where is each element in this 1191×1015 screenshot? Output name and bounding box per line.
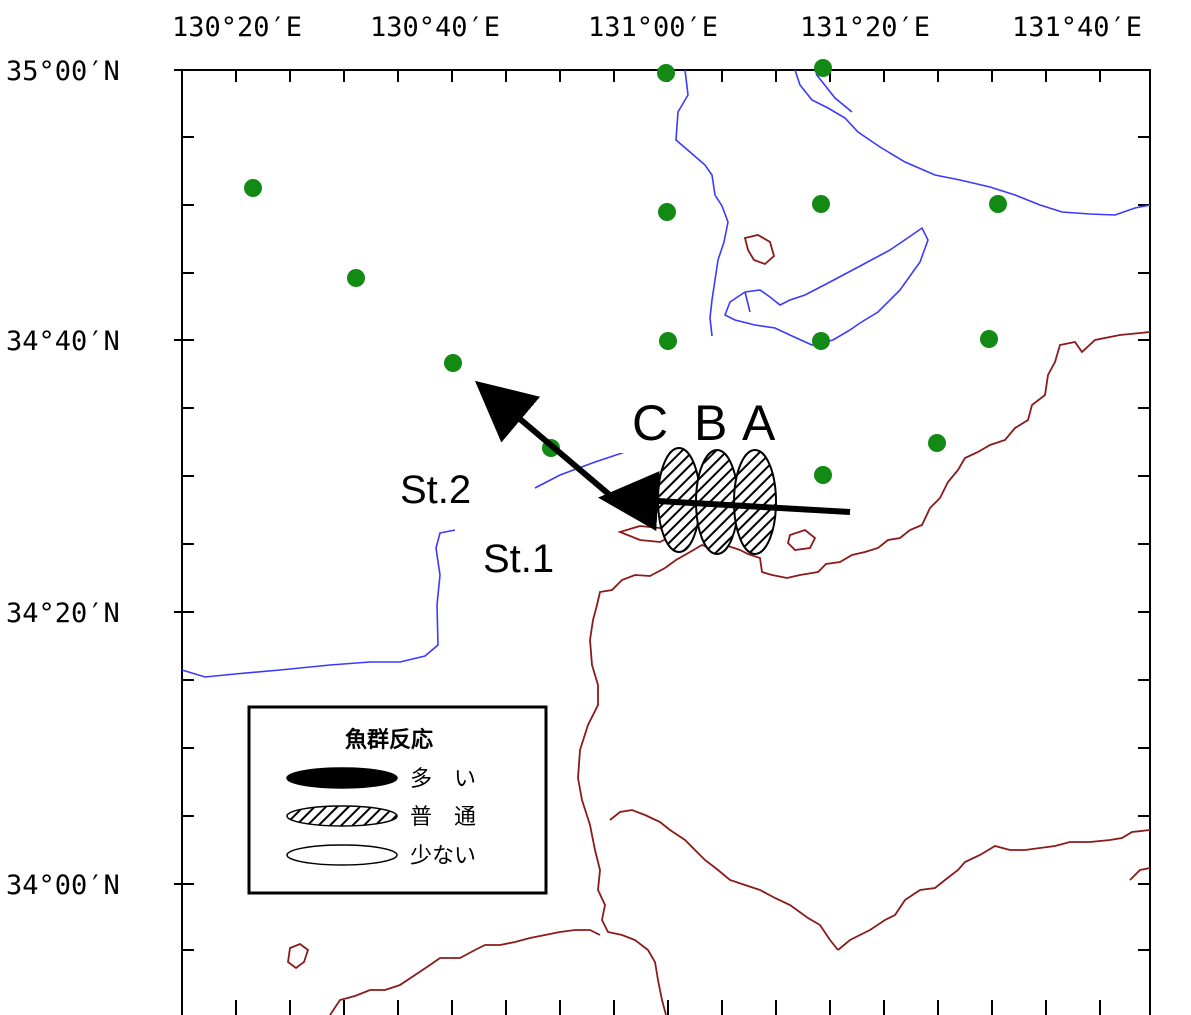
lon-label-131-40: 131°40′E (1012, 12, 1142, 43)
station-dot (814, 59, 832, 77)
lon-label-131-00: 131°00′E (588, 12, 718, 43)
coastline-far-east (1129, 867, 1151, 881)
legend-box (247, 705, 548, 895)
legend-label-many: 多 い (410, 767, 476, 792)
island-small-3 (787, 528, 817, 551)
fish-school-a (733, 449, 777, 555)
station-label-st2: St.2 (400, 468, 471, 512)
station-dot (347, 269, 365, 287)
station-dot (659, 332, 677, 350)
label-bg-cba (610, 358, 810, 453)
station-dot (928, 434, 946, 452)
school-label-b: B (694, 395, 727, 451)
station-dot (244, 179, 262, 197)
legend-title: 魚群反応 (345, 727, 433, 753)
track-arrow-northwest (474, 380, 620, 505)
track-arrow-east (598, 471, 851, 531)
station-dot (980, 330, 998, 348)
contour-ridge (815, 73, 853, 113)
legend-swatch-many (286, 767, 398, 789)
lat-label-34-20: 34°20′N (6, 598, 120, 629)
legend-label-few: 少ない (410, 844, 476, 869)
station-dot (812, 332, 830, 350)
station-dot (814, 466, 832, 484)
contour-inner-lower (744, 291, 751, 313)
legend-label-normal: 普 通 (410, 805, 476, 830)
contour-northeast (794, 69, 1151, 216)
contour-shelf-west (181, 529, 456, 678)
legend: 魚群反応 多 い 普 通 少ない (247, 705, 548, 895)
lon-label-131-20: 131°20′E (800, 12, 930, 43)
contour-tongue (675, 69, 729, 337)
lon-label-130-40: 130°40′E (370, 12, 500, 43)
station-label-st1: St.1 (483, 537, 554, 581)
lat-label-34-00: 34°00′N (6, 870, 120, 901)
lat-label-35-00: 35°00′N (6, 56, 120, 87)
station-dot (444, 354, 462, 372)
island-kyushu-north (329, 929, 601, 1015)
lat-label-34-40: 34°40′N (6, 326, 120, 357)
station-dot (658, 203, 676, 221)
lon-label-130-20: 130°20′E (172, 12, 302, 43)
contour-inner-west (723, 226, 929, 346)
station-dot (989, 195, 1007, 213)
island-small-1 (287, 942, 310, 970)
legend-swatch-few (286, 844, 398, 866)
island-small-2 (743, 234, 776, 266)
label-bg-st1 (455, 524, 590, 584)
station-dot (657, 64, 675, 82)
label-bg-st2 (385, 452, 530, 524)
depth-contours (181, 69, 1151, 678)
coastline-east-2 (609, 809, 839, 951)
school-label-c: C (632, 395, 668, 451)
station-dot (812, 195, 830, 213)
school-label-a: A (742, 395, 776, 451)
coastline-main (577, 331, 1151, 1015)
coastline-east (837, 829, 1151, 951)
legend-swatch-normal (286, 805, 398, 827)
